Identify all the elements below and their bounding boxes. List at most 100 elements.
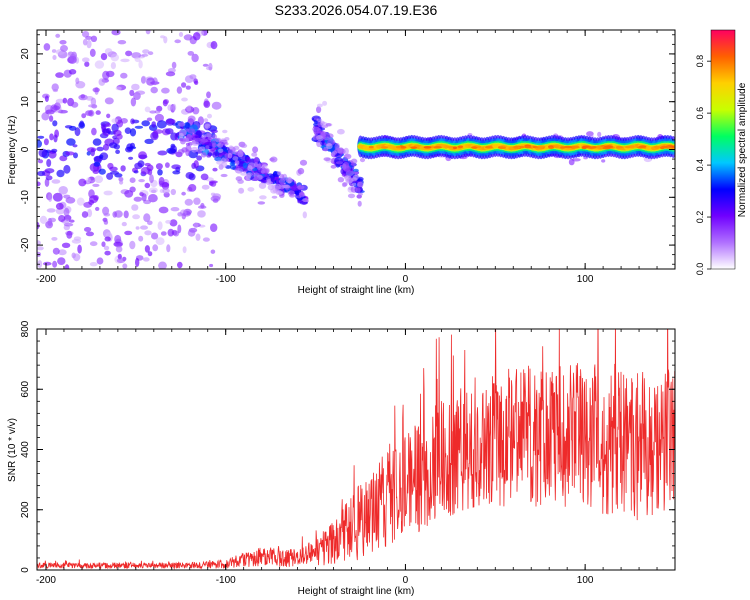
heatmap-cell [639, 145, 647, 148]
heatmap-cell [155, 163, 163, 170]
heatmap-cell [44, 178, 50, 187]
heatmap-ytick-label: 20 [20, 48, 31, 60]
heatmap-cell [513, 146, 519, 149]
heatmap-cell [167, 104, 173, 111]
heatmap-cell [84, 227, 92, 232]
heatmap-cell [269, 157, 275, 162]
heatmap-cell [134, 56, 141, 63]
heatmap-cell [261, 166, 266, 174]
heatmap-cell [57, 257, 66, 265]
heatmap-cell [148, 194, 158, 203]
colorbar-ticks: 0.0 0.2 0.4 0.6 0.8 [695, 55, 711, 275]
heatmap-cell [54, 129, 59, 138]
heatmap-cell [76, 197, 85, 206]
heatmap-cell [96, 257, 104, 265]
heatmap-cell [191, 146, 199, 153]
heatmap-cell [131, 204, 139, 211]
heatmap-cell [296, 185, 305, 190]
heatmap-cell [150, 86, 158, 94]
heatmap-cell [51, 179, 61, 184]
heatmap-cell [169, 219, 178, 227]
heatmap-cell [88, 199, 95, 205]
heatmap-cell [256, 163, 262, 170]
heatmap-cell [68, 69, 77, 75]
heatmap-cell [49, 133, 54, 141]
heatmap-cell [37, 139, 42, 148]
heatmap-cell [560, 146, 566, 149]
heatmap-cell [191, 140, 196, 145]
heatmap-cell [149, 110, 157, 114]
heatmap-cell [246, 172, 252, 179]
heatmap-cell [165, 128, 174, 135]
heatmap-cell [90, 148, 95, 157]
heatmap-cell [497, 146, 506, 149]
heatmap-cell [149, 174, 154, 184]
heatmap-cell [46, 159, 52, 167]
heatmap-cell [116, 258, 126, 264]
heatmap-cell [247, 165, 253, 172]
heatmap-cell [194, 80, 199, 86]
heatmap-cell [51, 237, 58, 241]
heatmap-cell [343, 154, 350, 158]
heatmap-cell [103, 212, 111, 217]
heatmap-cell [46, 208, 56, 213]
heatmap-cell [157, 221, 163, 231]
heatmap-cell [211, 101, 222, 110]
heatmap-cell [66, 230, 73, 239]
heatmap-cell [167, 228, 175, 237]
heatmap-cell [114, 234, 122, 244]
heatmap-cell [95, 110, 101, 115]
heatmap-cell [235, 168, 243, 174]
heatmap-cell [147, 220, 153, 226]
heatmap-cell [59, 40, 67, 45]
heatmap-cell [89, 241, 98, 247]
heatmap-cell [69, 219, 75, 223]
heatmap-cell [104, 48, 113, 55]
heatmap-cell [205, 145, 210, 150]
heatmap-cell [242, 162, 248, 169]
colorbar: 0.0 0.2 0.4 0.6 0.8 Normalized spectral ampl… [695, 29, 748, 275]
heatmap-cell [156, 120, 167, 129]
heatmap-cell [597, 131, 602, 138]
heatmap-cell [445, 145, 455, 149]
heatmap-cell [146, 77, 155, 86]
heatmap-xtick-label: 100 [577, 274, 594, 285]
heatmap-cell [476, 145, 482, 149]
heatmap-cell [106, 172, 114, 180]
heatmap-cell [337, 128, 345, 135]
heatmap-cell [113, 241, 123, 247]
heatmap-cell [204, 133, 212, 138]
colorbar-tick-label: 0.8 [695, 55, 705, 68]
heatmap-cell [141, 53, 149, 57]
heatmap-cell [151, 232, 159, 240]
heatmap-cell [563, 145, 573, 149]
heatmap-cell [119, 180, 124, 185]
heatmap-cell [345, 178, 353, 184]
heatmap-cell [128, 156, 134, 160]
heatmap-cell [433, 146, 442, 149]
heatmap-cell [554, 145, 560, 149]
heatmap-cell [166, 118, 176, 125]
heatmap-cell [88, 104, 96, 108]
heatmap-cell [316, 103, 323, 108]
heatmap-cell [316, 128, 322, 134]
heatmap-cell [129, 240, 136, 250]
heatmap-cell [146, 117, 153, 122]
heatmap-cell [201, 184, 210, 190]
heatmap-cell [192, 32, 201, 41]
colorbar-tick-label: 0.6 [695, 107, 705, 120]
heatmap-cell [203, 118, 209, 123]
heatmap-cell [234, 160, 240, 166]
heatmap-cell [193, 197, 201, 205]
heatmap-cell [86, 39, 92, 49]
heatmap-cell [209, 263, 214, 268]
heatmap-cell [43, 43, 51, 51]
heatmap-cell [37, 135, 45, 139]
heatmap-cell [457, 145, 464, 149]
heatmap-cell [55, 98, 65, 104]
heatmap-cell [615, 145, 624, 149]
heatmap-cell [312, 134, 319, 141]
heatmap-cell [227, 152, 233, 159]
heatmap-cell [155, 237, 165, 246]
heatmap-cell [158, 206, 169, 214]
